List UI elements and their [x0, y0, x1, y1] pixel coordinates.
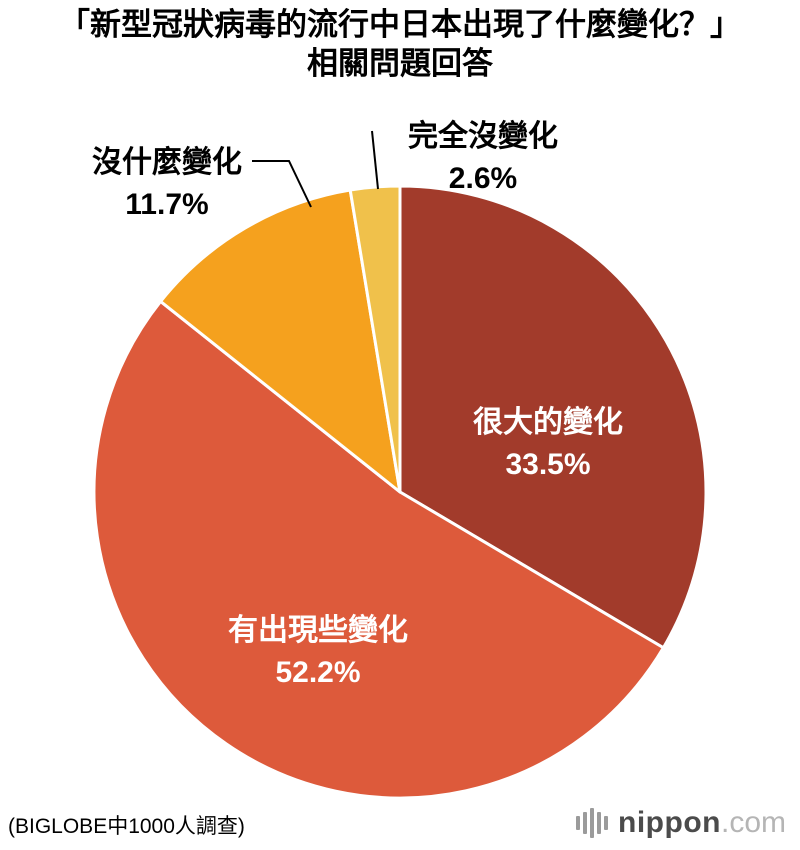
slice-pct-0: 33.5% [505, 448, 590, 481]
pie-slice-0 [398, 184, 708, 650]
slice-pct-3: 2.6% [449, 162, 517, 195]
slice-label-0: 很大的變化 [473, 405, 623, 439]
leader-line-3 [371, 130, 379, 190]
nippon-logo-tld: .com [720, 806, 786, 839]
pie-slice-2 [159, 188, 402, 494]
chart-title: 「新型冠狀病毒的流行中日本出現了什麼變化？」 相關問題回答 [0, 6, 800, 84]
slice-pct-2: 11.7% [125, 188, 208, 221]
slice-label-3: 完全沒變化 [408, 119, 558, 153]
slice-label-2: 沒什麼變化 [92, 145, 242, 179]
chart-title-line-1: 「新型冠狀病毒的流行中日本出現了什麼變化？」 [59, 7, 741, 42]
nippon-logo-text: nippon.com [618, 806, 786, 840]
chart-title-line-2: 相關問題回答 [307, 45, 493, 81]
nippon-logo-bars-icon [576, 806, 609, 840]
source-note: (BIGLOBE中1000人調查) [8, 815, 245, 838]
nippon-logo-name: nippon [618, 806, 721, 839]
pie-slice-1 [92, 299, 665, 800]
nippon-logo: nippon.com [576, 806, 786, 840]
slice-pct-1: 52.2% [275, 656, 360, 689]
pie-slice-3 [348, 184, 402, 494]
leader-line-2 [252, 160, 312, 208]
slice-label-1: 有出現些變化 [228, 613, 408, 647]
